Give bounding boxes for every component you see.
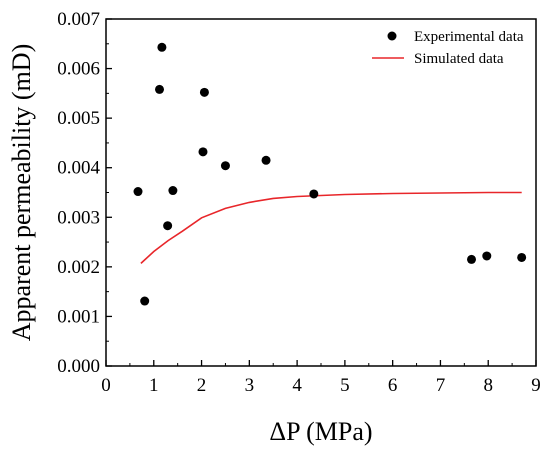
x-axis-title: ΔP (MPa) (269, 417, 372, 446)
experimental-data-point (163, 221, 173, 231)
legend-label: Experimental data (414, 29, 524, 45)
experimental-data-point (155, 84, 165, 94)
x-tick-label: 1 (149, 375, 159, 396)
experimental-data-point (467, 254, 476, 264)
experimental-data-point (199, 87, 209, 97)
x-tick-label: 9 (531, 375, 541, 396)
legend-marker-experimental (387, 31, 397, 41)
y-tick-label: 0.001 (57, 306, 100, 327)
experimental-data-point (261, 155, 271, 165)
y-tick-label: 0.007 (57, 9, 100, 30)
y-tick-label: 0.000 (57, 356, 100, 377)
experimental-data-point (309, 189, 319, 199)
x-tick-label: 2 (197, 375, 207, 396)
x-tick-label: 4 (292, 375, 302, 396)
x-tick-label: 3 (245, 375, 255, 396)
axis-layer: 0 1 2 3 4 5 6 7 8 9 0.000 0.001 0.002 0.003 0.004 0.005… (57, 9, 541, 396)
y-tick-label: 0.005 (57, 108, 100, 129)
y-tick-label: 0.004 (57, 158, 100, 179)
experimental-data-point (198, 147, 208, 157)
x-tick-label: 7 (436, 375, 446, 396)
y-tick-label: 0.002 (57, 257, 100, 278)
y-axis-title: Apparent permeability (mD) (7, 44, 36, 341)
experimental-data-point (517, 252, 527, 262)
experimental-data-point (157, 42, 167, 52)
x-tick-label: 5 (340, 375, 350, 396)
y-tick-label: 0.006 (57, 59, 100, 80)
simulated-data-line (140, 191, 522, 264)
legend-label: Simulated data (414, 51, 504, 67)
experimental-data-point (133, 187, 143, 197)
experimental-data-point (220, 161, 230, 171)
x-tick-label: 8 (483, 375, 493, 396)
experimental-data-point (482, 251, 492, 261)
experimental-data-point (168, 186, 178, 196)
x-tick-label: 0 (101, 375, 111, 396)
plot-layer (133, 42, 527, 306)
experimental-data-point (140, 296, 150, 306)
x-tick-label: 6 (388, 375, 398, 396)
legend: Experimental data Simulated data (372, 29, 524, 67)
y-tick-label: 0.003 (57, 207, 100, 228)
